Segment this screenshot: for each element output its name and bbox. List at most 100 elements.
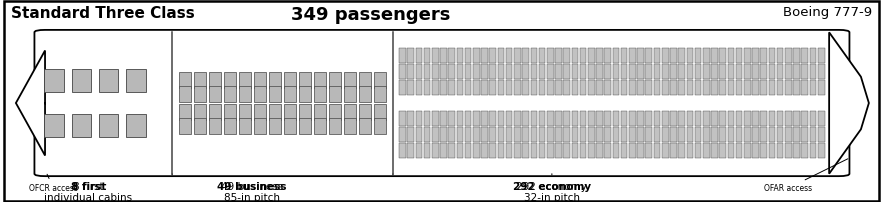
Bar: [653, 48, 660, 63]
Bar: [703, 127, 710, 142]
Bar: [224, 72, 236, 88]
Bar: [769, 80, 775, 95]
Bar: [563, 127, 570, 142]
Bar: [621, 48, 628, 63]
Bar: [571, 111, 578, 126]
Bar: [777, 127, 783, 142]
Bar: [284, 72, 296, 88]
Bar: [670, 143, 676, 158]
Bar: [744, 64, 751, 79]
Bar: [695, 48, 701, 63]
Bar: [580, 143, 586, 158]
Bar: [695, 80, 701, 95]
Bar: [547, 64, 554, 79]
Bar: [539, 64, 546, 79]
Bar: [769, 127, 775, 142]
Bar: [44, 69, 64, 92]
Bar: [489, 64, 496, 79]
Bar: [571, 48, 578, 63]
Bar: [818, 80, 825, 95]
Bar: [769, 143, 775, 158]
Bar: [126, 69, 146, 92]
Bar: [662, 64, 668, 79]
Bar: [629, 48, 636, 63]
Bar: [653, 80, 660, 95]
Bar: [441, 80, 447, 95]
Bar: [432, 127, 439, 142]
Bar: [506, 48, 512, 63]
Bar: [424, 143, 430, 158]
Bar: [473, 48, 479, 63]
Bar: [424, 127, 430, 142]
Text: OFCR access: OFCR access: [29, 174, 78, 193]
Bar: [744, 48, 751, 63]
Bar: [555, 111, 562, 126]
Bar: [523, 48, 529, 63]
Bar: [653, 127, 660, 142]
Bar: [555, 64, 562, 79]
Bar: [810, 64, 816, 79]
Bar: [744, 127, 751, 142]
Bar: [653, 143, 660, 158]
Bar: [752, 64, 758, 79]
Bar: [752, 80, 758, 95]
Bar: [571, 143, 578, 158]
Bar: [399, 111, 406, 126]
Bar: [514, 80, 521, 95]
Bar: [777, 80, 783, 95]
Bar: [629, 80, 636, 95]
Bar: [613, 143, 619, 158]
Bar: [695, 143, 701, 158]
Bar: [547, 143, 554, 158]
Bar: [209, 86, 221, 102]
Bar: [793, 80, 800, 95]
Bar: [802, 111, 808, 126]
Bar: [703, 80, 710, 95]
Bar: [785, 64, 792, 79]
Bar: [314, 86, 326, 102]
Bar: [481, 64, 487, 79]
Bar: [720, 64, 726, 79]
Bar: [359, 72, 371, 88]
Bar: [514, 64, 521, 79]
Bar: [424, 64, 430, 79]
Bar: [416, 80, 422, 95]
Bar: [604, 143, 611, 158]
Bar: [399, 64, 406, 79]
Bar: [777, 48, 783, 63]
Bar: [416, 127, 422, 142]
Bar: [555, 80, 562, 95]
Bar: [687, 127, 693, 142]
Bar: [473, 80, 479, 95]
Bar: [432, 111, 439, 126]
Bar: [284, 118, 296, 134]
Bar: [736, 143, 743, 158]
Bar: [728, 143, 735, 158]
Bar: [498, 48, 504, 63]
Bar: [514, 111, 521, 126]
Bar: [645, 111, 652, 126]
Bar: [613, 80, 619, 95]
Bar: [254, 104, 266, 120]
Text: Boeing 777-9: Boeing 777-9: [783, 6, 872, 19]
Bar: [793, 143, 800, 158]
Bar: [596, 48, 603, 63]
Bar: [563, 111, 570, 126]
Bar: [269, 104, 281, 120]
Bar: [284, 86, 296, 102]
Bar: [498, 127, 504, 142]
Bar: [613, 111, 619, 126]
Bar: [374, 104, 386, 120]
Bar: [736, 111, 743, 126]
Bar: [638, 80, 644, 95]
Bar: [314, 104, 326, 120]
Bar: [99, 114, 118, 137]
Bar: [407, 64, 414, 79]
Bar: [703, 111, 710, 126]
Bar: [687, 80, 693, 95]
Bar: [703, 64, 710, 79]
Bar: [299, 104, 311, 120]
Bar: [424, 48, 430, 63]
Bar: [179, 104, 191, 120]
Bar: [645, 48, 652, 63]
